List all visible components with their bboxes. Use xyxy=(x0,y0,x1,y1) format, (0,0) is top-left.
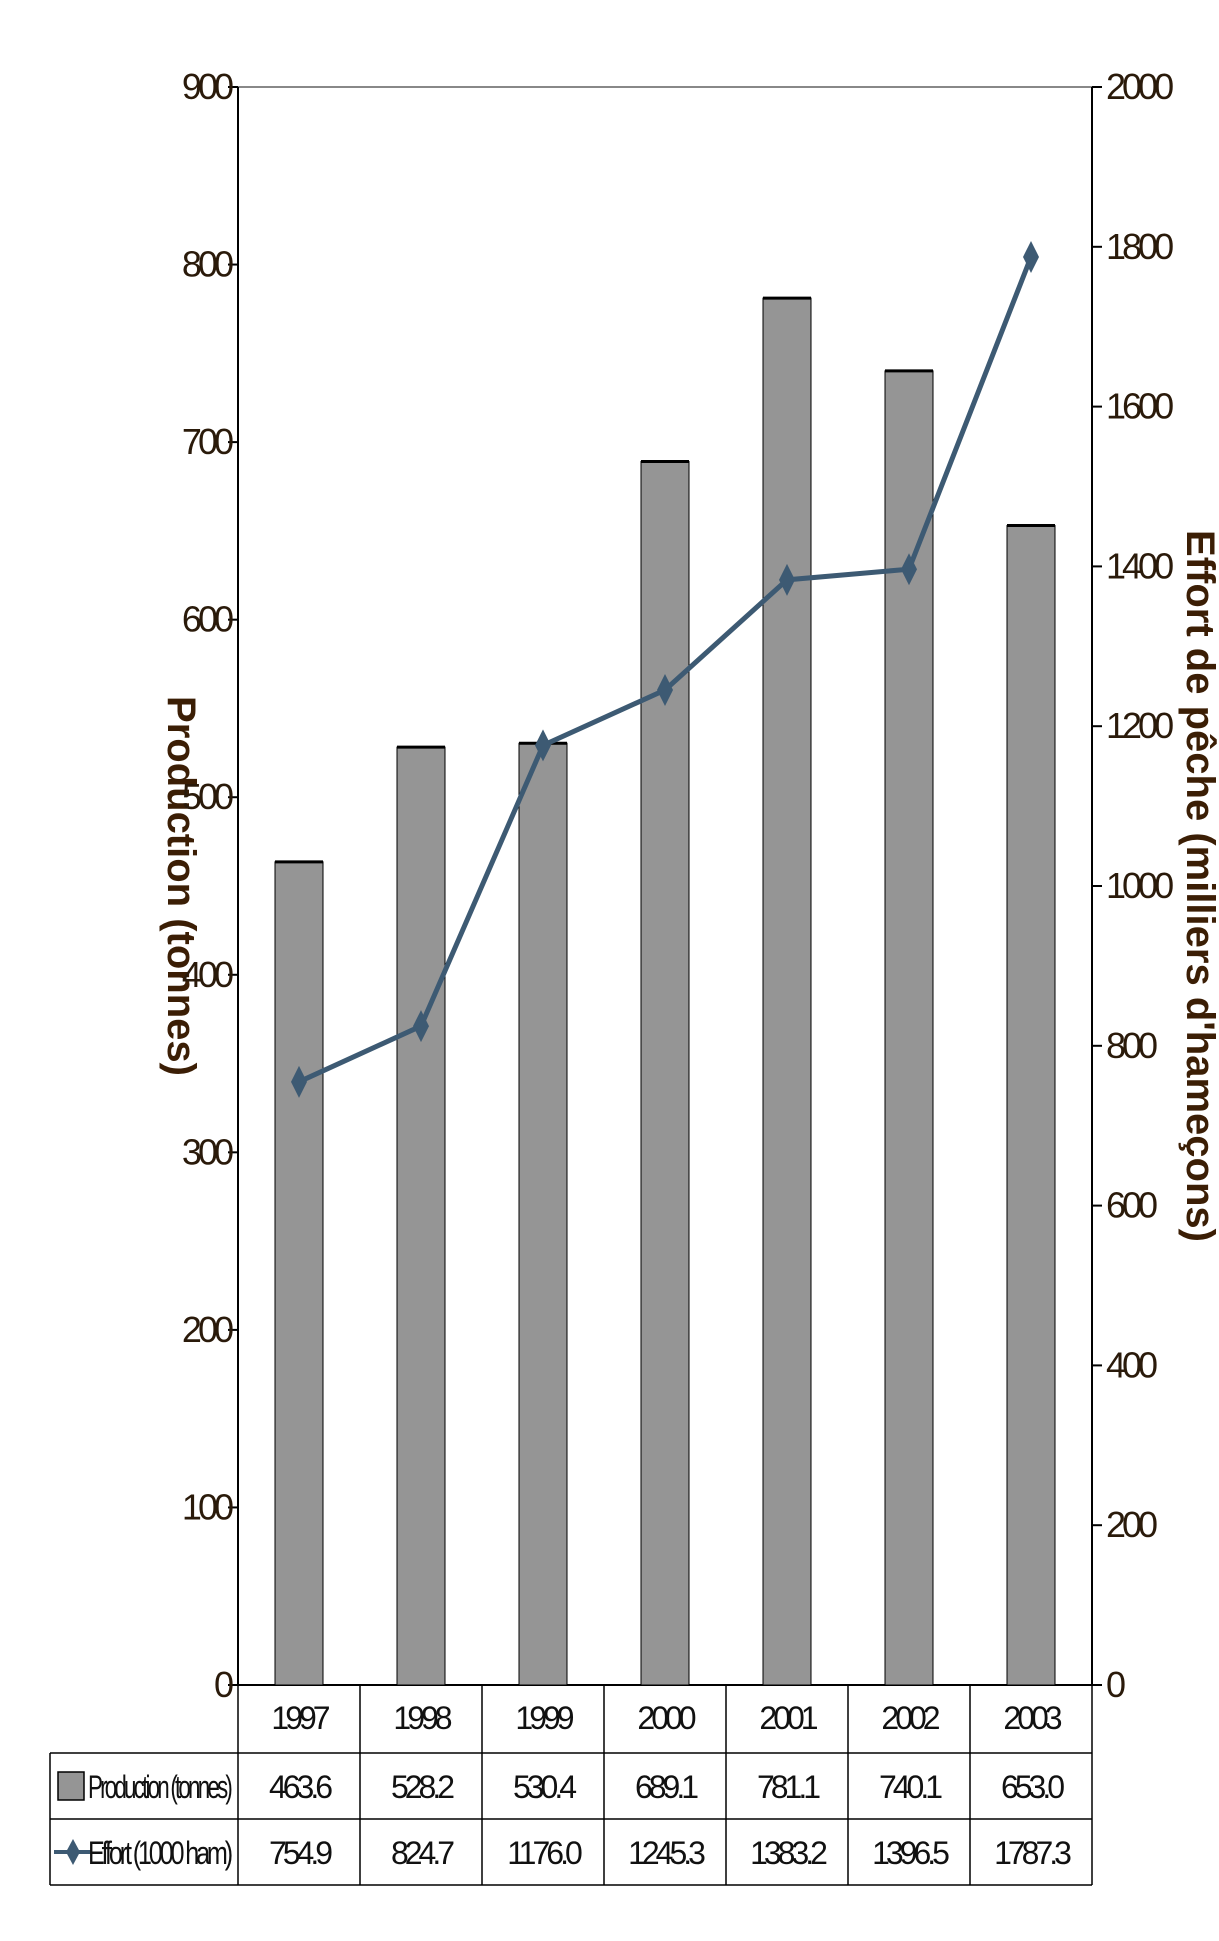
table-row-label: Effort (1000 ham) xyxy=(88,1835,232,1871)
x-category-label: 2001 xyxy=(759,1700,817,1736)
table-cell: 1245.3 xyxy=(628,1835,705,1871)
table-row-label: Production (tonnes) xyxy=(88,1769,232,1805)
y2-tick-label: 2000 xyxy=(1106,66,1173,107)
effort-point xyxy=(291,1065,307,1098)
table-cell: 528.2 xyxy=(391,1769,454,1805)
table-cell: 1383.2 xyxy=(750,1835,827,1871)
y2-axis-title-text: Effort de pêche (milliers d'hameçons) xyxy=(1178,530,1219,1242)
table-cell: 689.1 xyxy=(635,1769,698,1805)
bar xyxy=(274,861,324,1686)
y-tick-label: 800 xyxy=(182,244,233,285)
table-cell: 1787.3 xyxy=(994,1835,1071,1871)
table-cell: 1396.5 xyxy=(872,1835,949,1871)
effort-point xyxy=(413,1010,429,1043)
x-category-label: 2000 xyxy=(637,1700,695,1736)
y2-tick-label: 0 xyxy=(1106,1664,1125,1705)
y-tick-label: 100 xyxy=(182,1486,233,1527)
y2-tick-label: 1800 xyxy=(1106,226,1173,267)
y2-tick-label: 200 xyxy=(1106,1504,1157,1545)
bar xyxy=(518,742,568,1686)
bar xyxy=(762,297,812,1686)
table-cell: 653.0 xyxy=(1001,1769,1064,1805)
table-cell: 530.4 xyxy=(513,1769,576,1805)
y-axis-title-text: Production (tonnes) xyxy=(159,696,203,1076)
y2-tick-label: 800 xyxy=(1106,1025,1157,1066)
y-tick-label: 400 xyxy=(182,954,233,995)
x-category-label: 1999 xyxy=(515,1700,573,1736)
effort-line xyxy=(291,240,1039,1098)
x-category-label: 2002 xyxy=(881,1700,939,1736)
legend-key-effort-marker xyxy=(66,1839,80,1865)
effort-point xyxy=(901,553,917,586)
x-category-label: 2003 xyxy=(1003,1700,1061,1736)
x-category-label: 1998 xyxy=(393,1700,451,1736)
y2-tick-label: 600 xyxy=(1106,1185,1157,1226)
y2-tick-label: 1200 xyxy=(1106,705,1173,746)
bar xyxy=(1006,525,1056,1686)
legend-key-production xyxy=(57,1771,85,1801)
y-tick-label: 600 xyxy=(182,599,233,640)
effort-point xyxy=(535,729,551,762)
y-tick-label: 900 xyxy=(182,66,233,107)
bar xyxy=(884,370,934,1686)
table-cell: 1176.0 xyxy=(507,1835,582,1871)
y-tick-label: 500 xyxy=(182,776,233,817)
bar xyxy=(396,746,446,1686)
x-category-label: 1997 xyxy=(271,1700,329,1736)
effort-point xyxy=(657,674,673,707)
y-tick-label: 200 xyxy=(182,1309,233,1350)
table-cell: 781.1 xyxy=(757,1769,820,1805)
y-tick-label: 700 xyxy=(182,421,233,462)
y-axis-title: Production (tonnes) xyxy=(159,696,203,1076)
y2-tick-label: 1000 xyxy=(1106,865,1173,906)
effort-point xyxy=(1023,240,1039,273)
data-table: 1997 1998 1999 2000 2001 2002 2003 Production (… xyxy=(49,1685,1093,1886)
y2-tick-label: 1400 xyxy=(1106,545,1173,586)
bars xyxy=(274,296,1056,1686)
table-cell: 754.9 xyxy=(269,1835,332,1871)
effort-point xyxy=(779,563,795,596)
bar xyxy=(640,460,690,1686)
table-cell: 824.7 xyxy=(391,1835,454,1871)
y2-axis-title: Effort de pêche (milliers d'hameçons) xyxy=(1178,530,1219,1242)
y2-tick-label: 400 xyxy=(1106,1344,1157,1385)
table-cell: 740.1 xyxy=(879,1769,942,1805)
table-cell: 463.6 xyxy=(269,1769,332,1805)
y2-tick-label: 1600 xyxy=(1106,386,1173,427)
y-tick-label: 300 xyxy=(182,1131,233,1172)
